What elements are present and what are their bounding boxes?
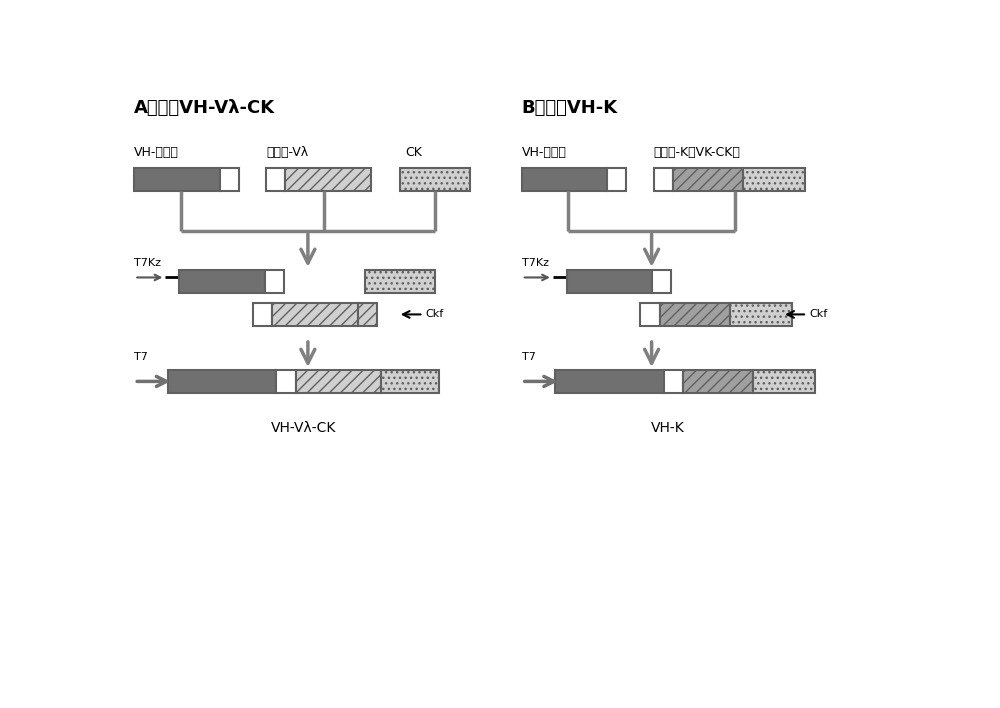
Bar	[168, 370, 276, 393]
Bar	[358, 303, 377, 326]
Bar	[654, 168, 673, 191]
Bar	[683, 370, 753, 393]
Bar	[134, 168, 220, 191]
Bar	[400, 168, 470, 191]
Bar	[276, 370, 296, 393]
Bar	[673, 168, 743, 191]
Bar	[381, 370, 439, 393]
Bar	[607, 168, 626, 191]
Text: VH-Vλ-CK: VH-Vλ-CK	[271, 421, 336, 435]
Text: VH-连接肽: VH-连接肽	[134, 146, 179, 159]
Bar	[179, 270, 264, 293]
Bar	[253, 303, 272, 326]
Bar	[660, 303, 730, 326]
Bar	[753, 370, 815, 393]
Bar	[743, 168, 805, 191]
Text: T7Kz: T7Kz	[134, 258, 161, 268]
Text: T7Kz: T7Kz	[522, 258, 549, 268]
Bar	[285, 168, 371, 191]
Bar	[555, 370, 664, 393]
Text: Ckf: Ckf	[809, 309, 828, 319]
Bar	[266, 168, 285, 191]
Bar	[264, 270, 284, 293]
Bar	[567, 270, 652, 293]
Bar	[272, 303, 358, 326]
Text: T7: T7	[522, 352, 536, 362]
Bar	[365, 270, 435, 293]
Bar	[640, 303, 660, 326]
Bar	[296, 370, 381, 393]
Text: T7: T7	[134, 352, 148, 362]
Bar	[522, 168, 607, 191]
Text: VH-K: VH-K	[651, 421, 684, 435]
Text: VH-连接肽: VH-连接肽	[522, 146, 567, 159]
Bar	[220, 168, 239, 191]
Bar	[730, 303, 792, 326]
Text: Ckf: Ckf	[426, 309, 444, 319]
Text: 连接肽-Vλ: 连接肽-Vλ	[266, 146, 308, 159]
Text: B）构建VH-K: B）构建VH-K	[522, 99, 618, 117]
Bar	[664, 370, 683, 393]
Bar	[652, 270, 671, 293]
Text: 连接肽-K（VK-CK）: 连接肽-K（VK-CK）	[654, 146, 740, 159]
Text: A）构建VH-Vλ-CK: A）构建VH-Vλ-CK	[134, 99, 275, 117]
Text: CK: CK	[406, 146, 422, 159]
